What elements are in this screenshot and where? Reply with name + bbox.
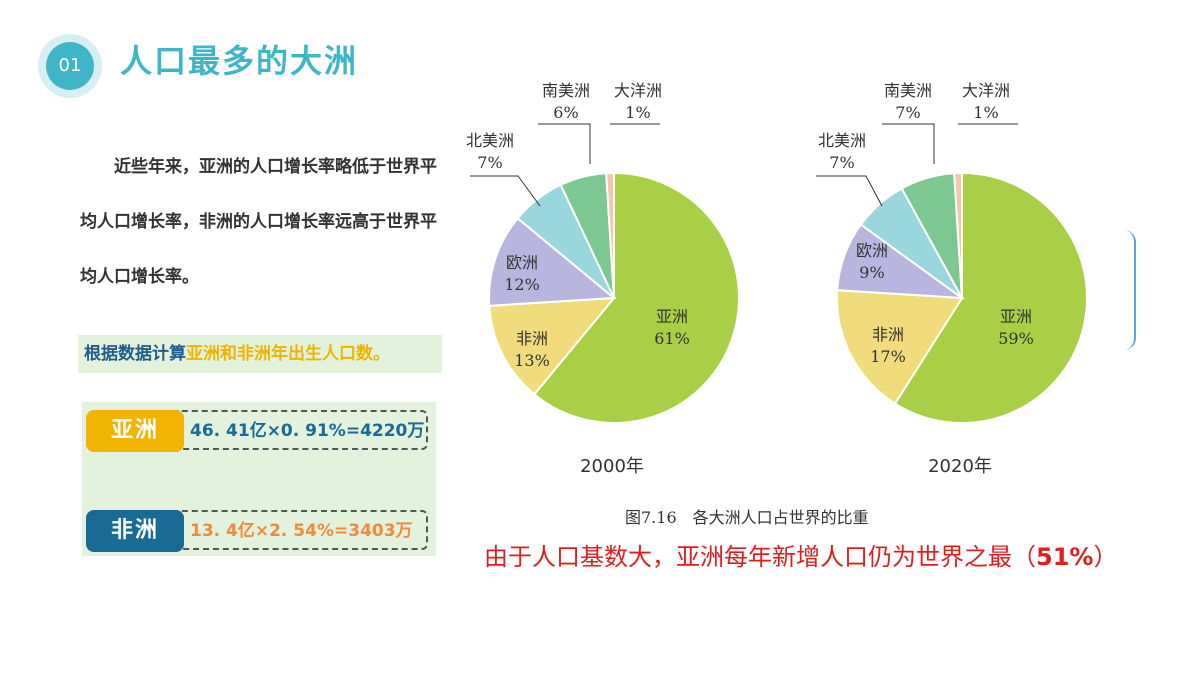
- pie2-label-2: 欧洲: [856, 241, 888, 260]
- pie1-label-2: 欧洲: [506, 253, 538, 272]
- pie1-value-4: 6%: [553, 103, 578, 122]
- pie2-label-3: 北美洲: [818, 131, 866, 150]
- pie1-slice-1: [488, 296, 617, 396]
- pie2-value-2: 9%: [859, 263, 884, 282]
- pie1-value-3: 7%: [477, 153, 502, 172]
- pie1-year: 2000年: [580, 456, 644, 477]
- formula-asia: 46. 41亿×0. 91%=4220万: [190, 421, 425, 441]
- pie1-label-4: 南美洲: [542, 81, 590, 100]
- calc-banner-text: 根据数据计算: [84, 344, 186, 364]
- intro-paragraph: 近些年来，亚洲的人口增长率略低于世界平均人口增长率，非洲的人口增长率远高于世界平…: [80, 157, 437, 287]
- calc-banner-highlight: 亚洲和非洲年出生人口数。: [186, 344, 390, 364]
- conclusion-text: 由于人口基数大，亚洲每年新增人口仍为世界之最（51%）: [484, 537, 1117, 572]
- pie1-label-5: 大洋洲: [614, 81, 662, 100]
- pie1-slice-2: [488, 216, 617, 307]
- pie1-value-0: 61%: [654, 329, 690, 348]
- pie2-leader-4: [882, 123, 935, 164]
- pie2-leader-3: [816, 175, 883, 207]
- pie2-value-1: 17%: [870, 347, 906, 366]
- formula-africa: 13. 4亿×2. 54%=3403万: [190, 521, 413, 541]
- decorative-arc: [1124, 230, 1136, 350]
- pie1-slice-0: [532, 171, 740, 424]
- pie2-label-5: 大洋洲: [962, 81, 1010, 100]
- pie2-slice-0: [893, 171, 1088, 424]
- pie2-value-4: 7%: [895, 103, 920, 122]
- pie1-value-1: 13%: [514, 351, 550, 370]
- pie1-label-1: 非洲: [516, 329, 548, 348]
- tag-africa: 非洲: [86, 510, 184, 552]
- pie2-slice-1: [836, 289, 964, 405]
- figure-caption: 图7.16 各大洲人口占世界的比重: [625, 508, 869, 527]
- pie2-label-1: 非洲: [872, 325, 904, 344]
- pie1-leader-3: [470, 175, 541, 207]
- calc-row-africa: 非洲 13. 4亿×2. 54%=3403万: [86, 510, 428, 552]
- pie1-leader-4: [538, 123, 591, 164]
- calc-box: 亚洲 46. 41亿×0. 91%=4220万 非洲 13. 4亿×2. 54%…: [82, 402, 436, 556]
- pie1-value-2: 12%: [504, 275, 540, 294]
- pie2-slice-5: [953, 171, 963, 299]
- tag-asia: 亚洲: [86, 410, 184, 452]
- conclusion-end: ）: [1093, 543, 1118, 571]
- pie1-value-5: 1%: [625, 103, 650, 122]
- pie1-slice-5: [605, 171, 615, 299]
- section-number: 01: [46, 42, 94, 90]
- pie2-value-3: 7%: [829, 153, 854, 172]
- page-title: 人口最多的大洲: [120, 42, 359, 80]
- pie2-label-0: 亚洲: [1000, 307, 1032, 326]
- calc-row-asia: 亚洲 46. 41亿×0. 91%=4220万: [86, 410, 428, 452]
- pie2-value-5: 1%: [973, 103, 998, 122]
- calc-banner: 根据数据计算亚洲和非洲年出生人口数。: [78, 335, 442, 373]
- pie2-label-4: 南美洲: [884, 81, 932, 100]
- section-badge: 01: [38, 34, 102, 98]
- pie2-year: 2020年: [928, 456, 992, 477]
- pie1-label-0: 亚洲: [656, 307, 688, 326]
- pie2-value-0: 59%: [998, 329, 1034, 348]
- pie1-label-3: 北美洲: [466, 131, 514, 150]
- conclusion-main: 由于人口基数大，亚洲每年新增人口仍为世界之最（: [484, 543, 1036, 571]
- conclusion-highlight: 51%: [1036, 543, 1094, 571]
